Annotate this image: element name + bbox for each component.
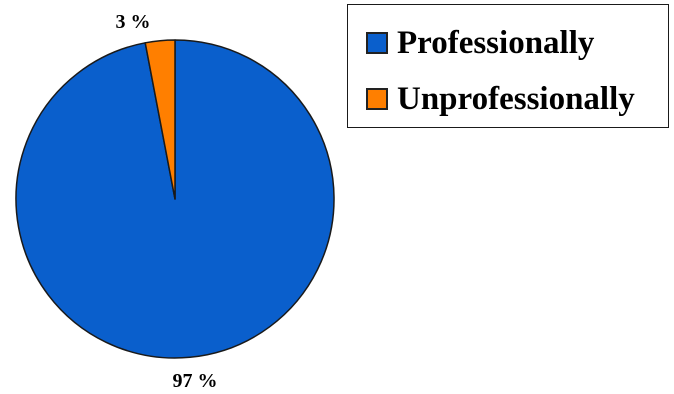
legend: Professionally Unprofessionally [347, 4, 669, 128]
legend-item-professionally: Professionally [366, 23, 594, 63]
pie-slice-unprofessionally [144, 39, 176, 200]
legend-swatch-unprofessionally [366, 88, 388, 110]
pie-slices [15, 39, 335, 359]
legend-label-professionally: Professionally [397, 24, 595, 61]
legend-label-unprofessionally: Unprofessionally [397, 80, 635, 117]
slice-label-professionally: 97 % [173, 370, 218, 392]
legend-item-unprofessionally: Unprofessionally [366, 79, 635, 119]
legend-swatch-professionally [366, 32, 388, 54]
slice-label-unprofessionally: 3 % [116, 11, 151, 33]
